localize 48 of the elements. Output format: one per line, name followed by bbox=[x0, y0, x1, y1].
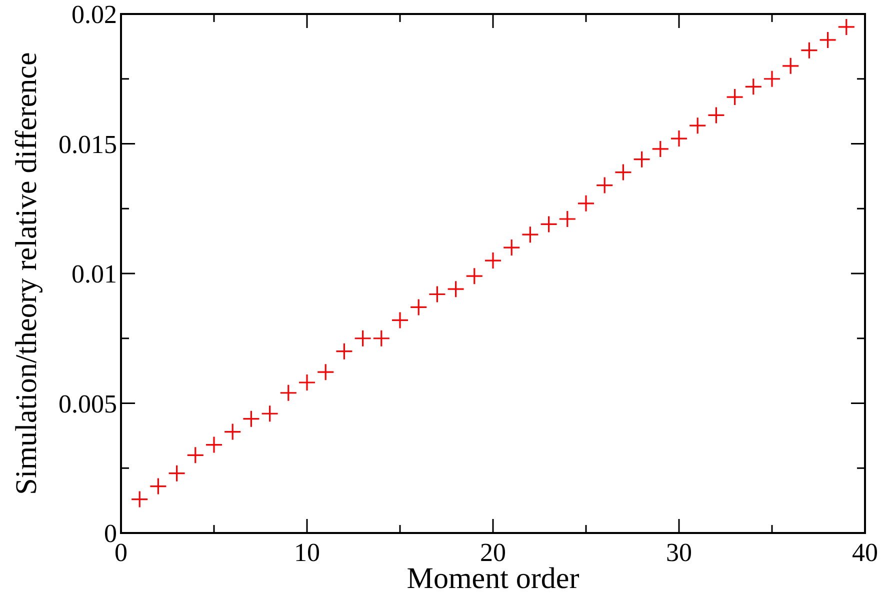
y-tick-label: 0.01 bbox=[72, 260, 117, 288]
point bbox=[577, 194, 595, 212]
point bbox=[670, 130, 688, 148]
point bbox=[466, 267, 484, 285]
point bbox=[149, 477, 167, 496]
y-tick-label: 0 bbox=[104, 519, 117, 548]
point bbox=[335, 342, 353, 360]
y-tick-label: 0.02 bbox=[72, 0, 117, 29]
point bbox=[782, 57, 800, 75]
x-tick-label: 10 bbox=[294, 538, 320, 567]
point bbox=[707, 106, 725, 124]
point bbox=[838, 18, 856, 36]
point bbox=[633, 150, 651, 168]
point bbox=[354, 330, 372, 348]
point bbox=[521, 226, 539, 244]
point bbox=[316, 363, 334, 381]
point bbox=[744, 78, 762, 96]
x-tick-label: 30 bbox=[666, 538, 692, 567]
point bbox=[614, 163, 632, 182]
point bbox=[652, 140, 670, 158]
point bbox=[391, 311, 409, 330]
y-tick-label: 0.015 bbox=[58, 130, 117, 159]
point bbox=[280, 384, 298, 402]
point bbox=[763, 70, 781, 88]
point bbox=[540, 215, 558, 233]
point bbox=[502, 238, 520, 256]
point bbox=[130, 490, 148, 508]
point bbox=[298, 374, 316, 392]
point bbox=[726, 88, 744, 106]
point bbox=[242, 410, 260, 428]
y-axis-title: Simulation/theory relative difference bbox=[10, 52, 43, 495]
point bbox=[372, 330, 390, 348]
y-tick-label: 0.005 bbox=[58, 389, 117, 418]
point bbox=[224, 422, 242, 441]
point bbox=[819, 31, 837, 49]
x-tick-label: 40 bbox=[852, 538, 878, 567]
point bbox=[428, 285, 446, 304]
point bbox=[261, 404, 279, 422]
point bbox=[410, 298, 428, 316]
point bbox=[800, 42, 818, 60]
point bbox=[596, 176, 614, 194]
point bbox=[484, 252, 502, 270]
point bbox=[186, 446, 204, 464]
point bbox=[447, 280, 465, 298]
point bbox=[205, 436, 223, 454]
point bbox=[168, 464, 186, 482]
point bbox=[558, 210, 576, 228]
point bbox=[688, 116, 706, 134]
